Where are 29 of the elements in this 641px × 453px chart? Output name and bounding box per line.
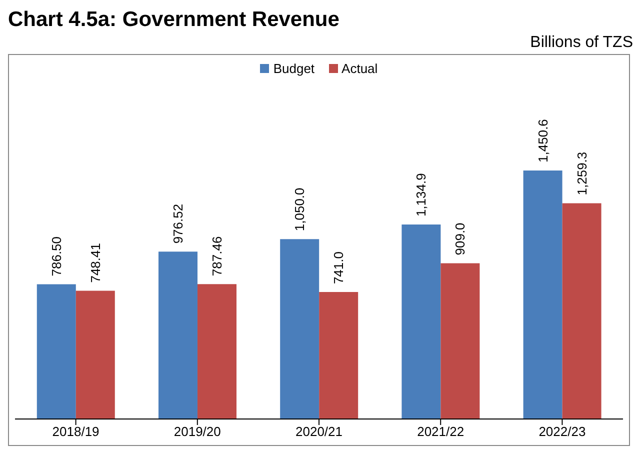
data-label: 909.0 [452,222,468,256]
bar [197,284,236,419]
data-label: 748.41 [88,243,103,283]
bar [76,290,115,419]
bar [562,203,602,419]
x-tick-label: 2018/19 [52,424,100,440]
bar [402,224,441,419]
bar [319,292,358,419]
x-tick-label: 2022/23 [538,424,586,440]
x-tick-label: 2021/22 [417,424,464,440]
legend-label: Budget [273,61,315,76]
data-label: 1,450.6 [535,119,550,162]
data-label: 787.46 [209,236,224,276]
bar [158,252,198,419]
data-label: 976.52 [170,204,186,244]
chart-title: Chart 4.5a: Government Revenue [8,8,340,32]
legend-label: Actual [342,61,378,76]
bar [280,239,320,419]
data-label: 1,050.0 [292,188,308,232]
bar [440,263,480,419]
x-tick-label: 2020/21 [296,424,342,440]
bar [36,284,76,419]
data-label: 741.0 [331,251,346,284]
data-label: 786.50 [48,236,64,276]
x-tick-label: 2019/20 [174,424,221,440]
data-label: 1,134.9 [414,173,429,217]
data-label: 1,259.3 [574,152,590,196]
chart-subtitle: Billions of TZS [529,34,633,52]
bar [523,170,562,419]
